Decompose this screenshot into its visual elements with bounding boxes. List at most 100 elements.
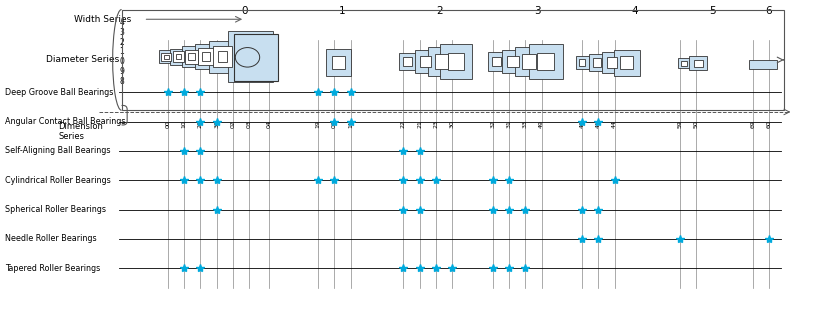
Text: 8: 8 — [119, 76, 124, 86]
Bar — [435, 54, 448, 69]
Text: 49: 49 — [539, 120, 544, 128]
Bar — [234, 34, 279, 81]
Bar — [492, 57, 501, 66]
Text: Cylindrical Roller Bearings: Cylindrical Roller Bearings — [6, 176, 111, 185]
Bar — [575, 56, 588, 69]
Bar — [159, 51, 174, 63]
Bar — [448, 53, 465, 70]
Text: 3: 3 — [119, 28, 124, 37]
Bar — [593, 58, 601, 67]
Bar — [326, 49, 350, 76]
Bar — [209, 41, 236, 72]
Bar — [528, 44, 562, 79]
Text: 2: 2 — [119, 37, 124, 47]
Text: 30: 30 — [214, 120, 219, 128]
Text: 09: 09 — [332, 120, 337, 128]
Bar — [681, 61, 687, 66]
Bar — [182, 47, 201, 67]
Bar — [218, 51, 227, 62]
Bar — [440, 45, 473, 79]
Bar — [170, 49, 187, 65]
Text: Dimension
Series: Dimension Series — [58, 122, 104, 141]
Text: 44: 44 — [612, 120, 617, 128]
Bar — [614, 50, 640, 75]
Text: 4: 4 — [119, 18, 124, 27]
Bar — [749, 60, 778, 69]
Text: 10: 10 — [182, 120, 187, 128]
Text: 03: 03 — [247, 120, 252, 128]
Text: Needle Roller Bearings: Needle Roller Bearings — [6, 234, 97, 243]
Text: 19: 19 — [315, 120, 320, 128]
Bar — [579, 59, 585, 66]
Bar — [244, 48, 258, 65]
Bar — [195, 44, 218, 69]
Bar — [601, 51, 623, 73]
Bar — [236, 40, 266, 73]
Text: Spherical Roller Bearings: Spherical Roller Bearings — [6, 205, 107, 214]
Bar — [508, 56, 519, 68]
Bar — [202, 52, 209, 61]
Text: Diameter Series: Diameter Series — [46, 55, 119, 64]
Bar — [188, 53, 195, 60]
Text: 11: 11 — [348, 120, 353, 128]
Text: 22: 22 — [401, 120, 406, 128]
Bar — [403, 57, 412, 66]
Text: 40: 40 — [579, 120, 584, 128]
Bar — [522, 54, 536, 69]
Text: 1: 1 — [119, 47, 124, 56]
Text: 5: 5 — [709, 6, 716, 16]
Bar — [515, 47, 544, 76]
Bar — [199, 48, 214, 65]
Bar — [428, 47, 455, 76]
Text: 02: 02 — [231, 120, 236, 128]
Text: 1: 1 — [339, 6, 346, 16]
Bar — [228, 31, 273, 82]
Text: Angular Contact Ball Bearings: Angular Contact Ball Bearings — [6, 117, 126, 126]
Text: 3: 3 — [534, 6, 541, 16]
Bar — [333, 56, 345, 70]
Bar — [161, 52, 171, 61]
Text: 60: 60 — [766, 120, 772, 128]
Text: Width Series: Width Series — [74, 15, 132, 24]
Text: 20: 20 — [198, 120, 203, 128]
Text: 31: 31 — [507, 120, 512, 128]
Text: 2: 2 — [437, 6, 443, 16]
Text: 50: 50 — [694, 120, 698, 128]
Bar — [173, 51, 184, 62]
Text: 33: 33 — [522, 120, 528, 128]
Text: 04: 04 — [267, 120, 272, 128]
Text: 32: 32 — [491, 120, 496, 128]
Bar — [488, 52, 506, 71]
Text: 0: 0 — [242, 6, 249, 16]
Text: 23: 23 — [434, 120, 438, 128]
Bar — [399, 52, 416, 71]
Text: 59: 59 — [677, 120, 682, 128]
Text: 9: 9 — [119, 67, 124, 76]
Bar — [185, 50, 198, 64]
Text: 00: 00 — [165, 120, 170, 128]
Bar — [176, 54, 181, 59]
Text: 21: 21 — [417, 120, 422, 128]
Bar — [620, 56, 633, 69]
Bar — [607, 57, 618, 68]
Bar — [677, 58, 689, 68]
Text: Tapered Roller Bearings: Tapered Roller Bearings — [6, 264, 101, 273]
Text: 69: 69 — [750, 120, 756, 128]
Bar — [415, 50, 436, 73]
Bar — [689, 56, 707, 71]
Text: Self-Aligning Ball Bearings: Self-Aligning Ball Bearings — [6, 147, 111, 155]
Bar — [694, 59, 703, 67]
Bar — [502, 50, 525, 73]
Ellipse shape — [236, 48, 260, 67]
Bar — [537, 53, 554, 70]
Bar — [213, 46, 231, 67]
Text: 0: 0 — [119, 57, 124, 66]
Text: 6: 6 — [765, 6, 773, 16]
Bar — [588, 54, 605, 71]
Text: 4: 4 — [632, 6, 638, 16]
Bar — [420, 56, 430, 67]
Bar — [164, 55, 169, 59]
Text: 41: 41 — [596, 120, 601, 128]
Text: Deep Groove Ball Bearings: Deep Groove Ball Bearings — [6, 88, 114, 97]
Text: 30: 30 — [450, 120, 455, 128]
